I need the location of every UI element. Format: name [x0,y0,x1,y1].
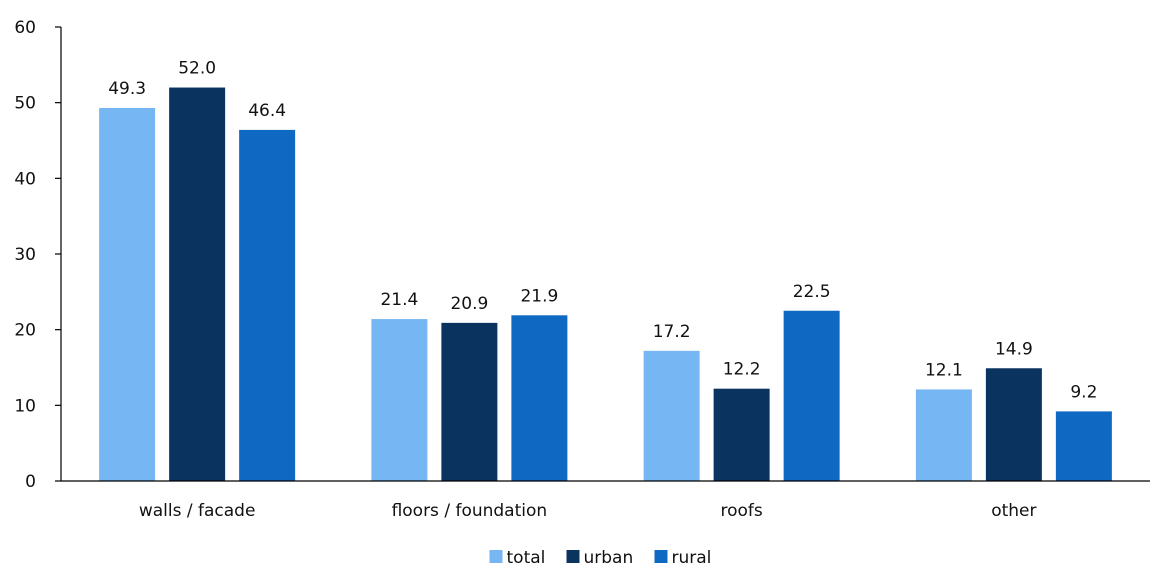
legend-swatch-total [489,550,503,563]
data-label-total: 49.3 [108,79,146,99]
y-tick-label: 50 [14,94,36,114]
data-label-rural: 22.5 [793,282,831,302]
bar-urban [441,322,498,481]
x-category-label: floors / foundation [392,501,548,521]
bar-urban [713,388,770,481]
data-label-urban: 20.9 [450,294,488,314]
data-label-urban: 14.9 [995,339,1033,359]
x-axis: walls / facade floors / foundation roofs ot… [61,480,1150,521]
data-labels-group: 49.3 52.0 46.4 21.4 20.9 21.9 17.2 12.2 22.5 12.1… [108,59,1097,403]
legend-label-rural: rural [672,548,712,568]
y-tick-label: 20 [14,321,36,341]
data-label-urban: 12.2 [723,360,761,380]
legend-label-urban: urban [584,548,634,568]
x-category-label: other [991,501,1036,521]
bar-rural [239,129,296,481]
legend-swatch-urban [566,550,580,563]
data-label-total: 21.4 [380,290,418,310]
data-label-rural: 46.4 [248,101,286,121]
legend-item-rural: rural [654,548,712,568]
bar-total [371,319,428,481]
y-tick-label: 30 [14,245,36,265]
data-label-rural: 21.9 [520,286,558,306]
data-label-urban: 52.0 [178,59,216,79]
bars-group [99,87,1112,482]
bar-urban [169,87,226,482]
x-category-label: walls / facade [139,501,256,521]
legend-item-total: total [489,548,546,568]
data-label-rural: 9.2 [1070,382,1097,402]
legend-swatch-rural [654,550,668,563]
legend-label-total: total [507,548,546,568]
bar-total [99,107,156,482]
bar-rural [511,315,568,481]
x-category-label: roofs [720,501,762,521]
y-tick-label: 40 [14,169,36,189]
data-label-total: 17.2 [653,322,691,342]
data-label-total: 12.1 [925,360,963,380]
y-tick-label: 10 [14,396,36,416]
bar-rural [783,310,840,481]
y-axis: 0 10 20 30 40 50 60 [14,18,62,492]
bar-urban [985,368,1042,481]
bar-rural [1055,411,1112,481]
y-tick-label: 0 [25,472,36,492]
y-tick-label: 60 [14,18,36,38]
legend-item-urban: urban [566,548,634,568]
legend: total urban rural [489,548,712,568]
bar-total [643,350,700,481]
bar-total [915,389,972,481]
